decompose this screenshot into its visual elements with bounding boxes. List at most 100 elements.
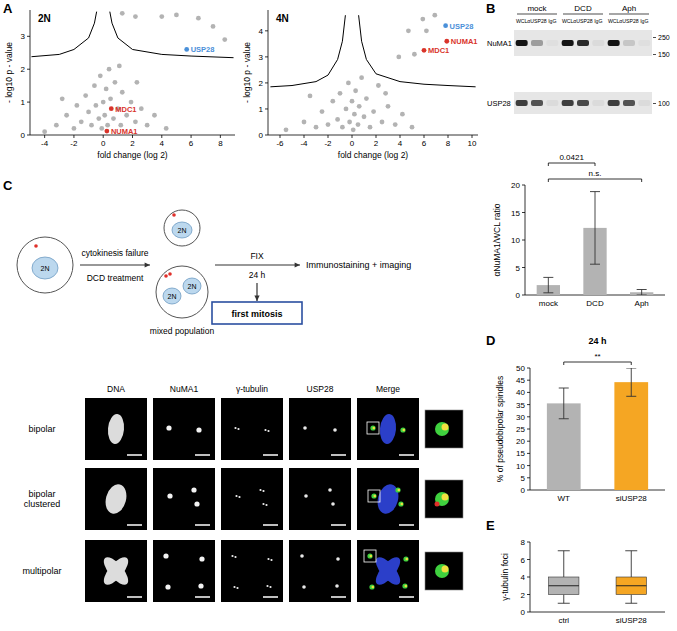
y-tick-label: 10 — [511, 236, 520, 245]
dna — [100, 553, 133, 588]
x-tick-label: 6 — [422, 139, 427, 148]
y-axis — [268, 10, 269, 135]
blot-band — [638, 40, 650, 46]
mw-marker: 150 — [658, 51, 670, 58]
condition-label: Aph — [622, 4, 636, 13]
y-tick-label: 1 — [21, 98, 26, 107]
nucleus — [163, 288, 181, 304]
blot-band — [531, 100, 543, 106]
x-tick-label: Aph — [635, 299, 649, 308]
y-tick — [522, 240, 525, 241]
gamma-tubulin-signal — [266, 585, 268, 587]
error-cap — [626, 368, 636, 369]
blot-band — [562, 40, 574, 46]
blot-band — [516, 100, 528, 106]
column-header: DNA — [107, 384, 125, 394]
y-tick-label: 2 — [21, 65, 26, 74]
x-tick — [191, 135, 192, 138]
upper-whisker — [563, 551, 564, 577]
scale-bar — [331, 454, 346, 456]
zoom-frame — [367, 422, 379, 434]
x-tick-label: ctrl — [558, 616, 569, 625]
y-tick-label: 1 — [259, 105, 264, 114]
numa1-signal — [196, 427, 201, 432]
merge-signal — [367, 553, 372, 558]
blot-membrane — [514, 92, 652, 114]
scale-bar — [331, 524, 346, 526]
median — [549, 585, 579, 586]
numa1-signal — [191, 487, 196, 492]
dna — [372, 553, 405, 588]
significance-bracket — [548, 163, 595, 166]
micrograph — [357, 468, 419, 530]
y-tick-label: 0 — [259, 131, 264, 140]
gamma-tubulin-signal — [265, 504, 267, 506]
x-tick-label: 0 — [350, 139, 355, 148]
schematic-text: first mitosis — [231, 309, 282, 319]
zoom-signal — [435, 422, 449, 436]
data-point — [60, 96, 65, 101]
arrow-head — [145, 262, 150, 267]
data-point — [222, 37, 227, 42]
y-tick-label: 20 — [516, 437, 525, 446]
y-axis-label: - log10 p - value — [242, 42, 252, 103]
data-point — [424, 28, 429, 33]
y-tick — [527, 477, 530, 478]
cell — [156, 266, 208, 318]
error-cap — [637, 295, 647, 296]
schematic-text: mixed population — [150, 326, 215, 336]
y-tick — [527, 594, 530, 595]
data-point — [338, 91, 343, 96]
error-cap — [543, 277, 553, 278]
mw-tick — [653, 103, 656, 104]
data-point — [113, 80, 118, 85]
x-tick-label: 2 — [374, 139, 379, 148]
y-tick — [527, 380, 530, 381]
y-axis-label: αNuMA1/WCL ratio — [492, 203, 502, 276]
data-point — [346, 81, 351, 86]
data-point — [102, 113, 107, 118]
zoom-signal — [435, 502, 440, 507]
nucleus-label: 2N — [41, 265, 50, 272]
condition-underline — [609, 14, 649, 15]
x-axis-label: fold change (log 2) — [97, 150, 168, 160]
row-label-line: clustered — [24, 499, 61, 509]
merge-signal — [395, 487, 400, 492]
merge-signal — [400, 427, 405, 432]
blot-band — [608, 40, 620, 46]
y-tick — [527, 465, 530, 466]
usp28-signal — [303, 426, 307, 430]
x-tick-label: 4 — [398, 139, 403, 148]
error-cap — [637, 289, 647, 290]
x-tick — [73, 135, 74, 138]
mw-marker: 250 — [658, 34, 670, 41]
schematic-text: DCD treatment — [87, 273, 144, 283]
error-bar — [641, 290, 642, 296]
x-tick-label: 4 — [160, 139, 165, 148]
blot-band — [592, 40, 604, 46]
condition-underline — [517, 14, 557, 15]
row-label: bipolar — [28, 424, 55, 434]
x-tick-label: -2 — [70, 139, 78, 148]
plot-area — [537, 192, 654, 295]
data-point — [93, 103, 98, 108]
panel-label: E — [486, 518, 495, 533]
box — [549, 577, 579, 595]
condition-label: DCD — [574, 4, 592, 13]
condition-label: mock — [527, 4, 547, 13]
arrow-head — [254, 296, 259, 301]
arrow — [215, 264, 300, 265]
panel-label: C — [3, 178, 13, 193]
merge-signal — [369, 584, 374, 589]
data-point — [96, 116, 101, 121]
data-point — [352, 112, 357, 117]
merge-signal — [372, 586, 375, 589]
centrosome — [168, 272, 172, 276]
y-tick-label: 40 — [516, 388, 525, 397]
x-tick-label: 0 — [101, 139, 106, 148]
data-point — [54, 123, 59, 128]
row-label-line: multipolar — [22, 566, 61, 576]
x-tick — [376, 135, 377, 138]
zoom-frame — [368, 490, 380, 502]
x-tick — [352, 135, 353, 138]
